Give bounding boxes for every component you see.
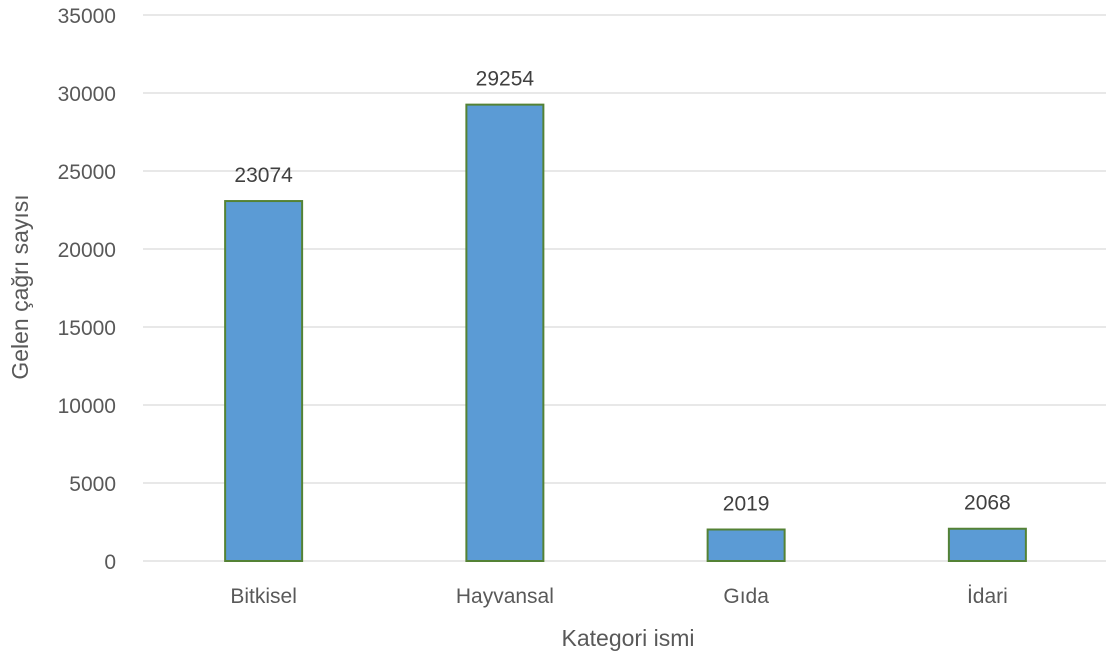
y-tick-label: 35000 [58, 5, 116, 28]
data-label: 29254 [476, 68, 535, 91]
data-label: 23074 [234, 164, 293, 187]
y-tick-label: 0 [104, 551, 116, 574]
data-label: 2019 [723, 493, 770, 516]
x-axis-ticks: Bitkisel Hayvansal Gıda İdari [230, 585, 1007, 608]
x-axis-title: Kategori ismi [562, 625, 695, 651]
bar-3 [947, 527, 1027, 562]
bars [224, 103, 1027, 563]
y-axis-ticks: 0 5000 10000 15000 20000 25000 30000 35000 [58, 5, 116, 574]
x-tick-label: İdari [967, 585, 1008, 608]
y-tick-label: 25000 [58, 161, 116, 184]
y-tick-label: 10000 [58, 395, 116, 418]
x-tick-label: Bitkisel [230, 585, 297, 608]
x-tick-label: Hayvansal [456, 585, 554, 608]
y-axis-title: Gelen çağrı sayısı [7, 194, 33, 379]
bar-2 [706, 528, 786, 563]
y-tick-label: 30000 [58, 83, 116, 106]
data-label: 2068 [964, 492, 1011, 515]
y-tick-label: 20000 [58, 239, 116, 262]
x-tick-label: Gıda [723, 585, 769, 608]
bar-1 [465, 103, 545, 562]
bar-0 [224, 200, 304, 562]
y-tick-label: 5000 [69, 473, 116, 496]
gridlines [143, 14, 1106, 562]
data-labels: 23074 29254 2019 2068 [234, 68, 1010, 516]
y-tick-label: 15000 [58, 317, 116, 340]
